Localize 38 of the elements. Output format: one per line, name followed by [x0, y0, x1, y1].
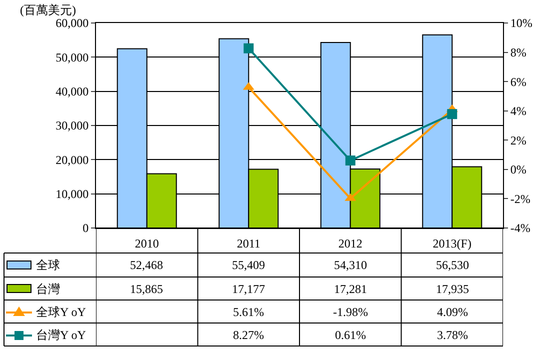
data-label: 8.27% [233, 328, 264, 342]
y-tick-label: 10,000 [56, 187, 89, 202]
data-label: 56,530 [436, 258, 469, 272]
y2-tick-label: 6% [510, 74, 526, 89]
y-tick-label: 0 [82, 221, 89, 236]
legend-label: 台灣Y oY [36, 328, 86, 342]
data-label: 0.61% [335, 328, 366, 342]
x-tick-label: 2013(F) [432, 236, 472, 250]
y2-tick-label: 0% [510, 162, 526, 177]
data-label: 17,935 [436, 282, 469, 296]
y2-tick-label: -2% [510, 192, 530, 206]
data-label: 5.61% [233, 305, 264, 319]
legend-label: 全球Y oY [36, 305, 86, 319]
y2-tick-label: 2% [510, 133, 526, 148]
y2-tick-label: 8% [510, 45, 526, 60]
data-label: 4.09% [437, 305, 468, 319]
y-axis-title: (百萬美元) [20, 3, 76, 17]
data-label: 3.78% [437, 328, 468, 342]
y-tick-label: 50,000 [56, 50, 89, 64]
data-label: -1.98% [333, 305, 368, 319]
x-tick-label: 2012 [338, 236, 362, 250]
y2-tick-label: -4% [510, 221, 530, 236]
y-tick-label: 20,000 [56, 152, 89, 167]
x-tick-label: 2010 [134, 236, 159, 250]
data-label: 17,177 [232, 282, 265, 296]
data-label: 15,865 [130, 282, 163, 296]
data-label: 55,409 [232, 258, 265, 272]
y-tick-label: 60,000 [56, 16, 89, 30]
data-label: 54,310 [334, 258, 367, 272]
y-tick-label: 40,000 [56, 84, 89, 99]
data-label: 52,468 [130, 258, 163, 272]
x-tick-label: 2011 [236, 236, 260, 250]
legend-label: 台灣 [36, 282, 60, 296]
data-label: 17,281 [334, 282, 367, 296]
legend-label: 全球 [36, 258, 60, 272]
y2-tick-label: 10% [510, 16, 532, 30]
y-tick-label: 30,000 [56, 118, 89, 133]
y2-tick-label: 4% [510, 104, 526, 118]
